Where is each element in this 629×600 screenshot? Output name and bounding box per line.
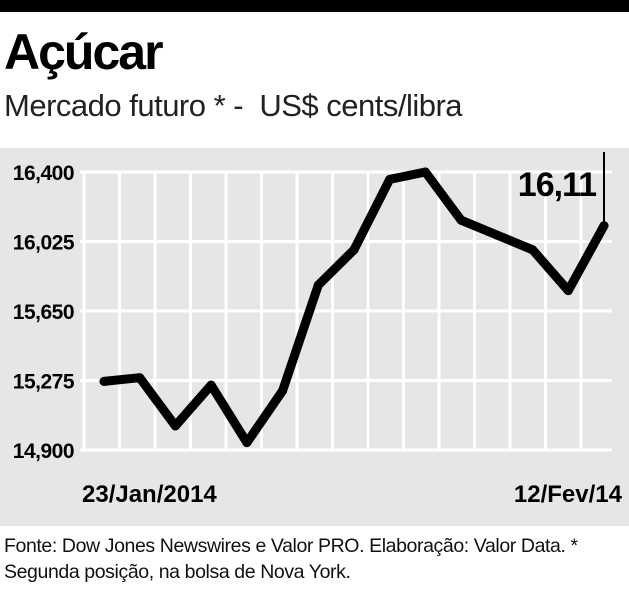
y-tick-label: 15,275 xyxy=(13,371,75,394)
data-point xyxy=(563,286,573,296)
x-axis-start-label: 23/Jan/2014 xyxy=(82,481,217,508)
data-point xyxy=(135,373,145,383)
last-value-label: 16,11 xyxy=(518,166,596,204)
series-group xyxy=(99,167,609,448)
data-point xyxy=(456,215,466,225)
chart-title: Açúcar xyxy=(4,24,164,80)
chart-subtitle: Mercado futuro * - US$ cents/libra xyxy=(4,88,463,123)
data-point xyxy=(492,230,502,240)
data-point xyxy=(206,380,216,390)
y-axis-ticks: 16,400 16,025 15,650 15,275 14,900 xyxy=(13,162,76,463)
data-point xyxy=(349,245,359,255)
source-footnote: Fonte: Dow Jones Newswires e Valor PRO. … xyxy=(4,535,578,583)
data-point xyxy=(99,376,109,386)
data-point xyxy=(170,421,180,431)
chart-panel: 16,400 16,025 15,650 15,275 14,900 16,11 23/… xyxy=(0,148,629,526)
data-point xyxy=(385,174,395,184)
series-line xyxy=(99,167,609,448)
x-axis-end-label: 12/Fev/14 xyxy=(514,481,623,508)
top-rule xyxy=(0,0,629,12)
y-tick-label: 14,900 xyxy=(13,440,74,463)
data-point xyxy=(599,221,609,231)
y-tick-label: 16,400 xyxy=(13,162,74,185)
data-point xyxy=(420,167,430,177)
data-point xyxy=(528,245,538,255)
line-chart: 16,400 16,025 15,650 15,275 14,900 16,11 23/… xyxy=(13,152,623,508)
data-point xyxy=(313,280,323,290)
y-tick-label: 16,025 xyxy=(13,232,75,255)
y-tick-label: 15,650 xyxy=(13,301,74,324)
data-point xyxy=(278,386,288,396)
data-point xyxy=(242,438,252,448)
